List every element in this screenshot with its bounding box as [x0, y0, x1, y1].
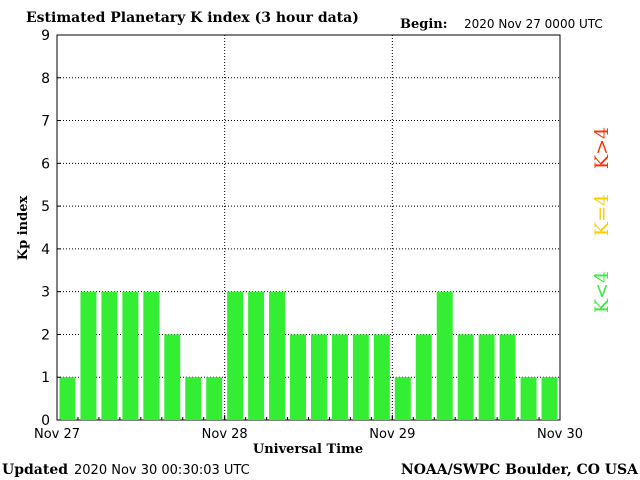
y-tick-layer: 0 1 2 3 4 5 6 7 8 9 — [41, 28, 61, 429]
updated-value: 2020 Nov 30 00:30:03 UTC — [74, 463, 250, 478]
kp-bar — [331, 334, 348, 420]
y-tick-label: 4 — [41, 242, 50, 258]
kp-bar — [164, 334, 181, 420]
y-axis-label: Kp index — [16, 196, 31, 261]
kp-bar — [206, 377, 223, 420]
updated-label: Updated — [2, 462, 68, 478]
begin-label: Begin: — [400, 17, 448, 32]
legend-item-k-gt-4: K>4 — [591, 127, 613, 169]
source-credit: NOAA/SWPC Boulder, CO USA — [401, 462, 639, 478]
y-tick-label: 1 — [41, 370, 50, 386]
bar-layer — [59, 291, 558, 420]
legend-item-k-eq-4: K=4 — [591, 194, 613, 236]
y-tick-label: 9 — [41, 28, 50, 44]
legend: K>4 K=4 K<4 — [591, 127, 613, 313]
y-tick-label: 2 — [41, 327, 50, 343]
grid-layer — [57, 35, 560, 420]
legend-item-k-lt-4: K<4 — [591, 271, 613, 313]
x-tick-layer: Nov 27 Nov 28 Nov 29 Nov 30 — [34, 415, 583, 442]
kp-bar — [499, 334, 516, 420]
kp-bar — [143, 291, 160, 420]
kp-bar — [185, 377, 202, 420]
y-tick-label: 8 — [41, 71, 50, 87]
x-tick-label: Nov 30 — [537, 427, 583, 442]
kp-bar — [457, 334, 474, 420]
y-tick-label: 5 — [41, 199, 50, 215]
kp-bar — [415, 334, 432, 420]
y-tick-label: 3 — [41, 285, 50, 301]
kp-bar — [227, 291, 244, 420]
x-tick-label: Nov 28 — [202, 427, 248, 442]
x-tick-label: Nov 29 — [369, 427, 415, 442]
x-axis-label: Universal Time — [253, 442, 363, 457]
kp-bar — [248, 291, 265, 420]
chart-title: Estimated Planetary K index (3 hour data… — [26, 10, 359, 26]
kp-bar — [311, 334, 327, 420]
y-tick-label: 7 — [41, 114, 50, 130]
kp-bar — [373, 334, 390, 420]
kp-bar — [80, 291, 97, 420]
kp-bar — [59, 377, 76, 420]
kp-bar — [436, 291, 453, 420]
kp-bar — [269, 291, 286, 420]
kp-bar — [290, 334, 306, 420]
y-tick-label: 0 — [41, 413, 50, 429]
kp-bar — [541, 377, 558, 420]
x-tick-label: Nov 27 — [34, 427, 80, 442]
plot-frame — [56, 34, 561, 421]
kp-bar — [478, 334, 495, 420]
y-tick-label: 6 — [41, 156, 50, 172]
begin-value: 2020 Nov 27 0000 UTC — [464, 17, 603, 31]
kp-bar — [520, 377, 537, 420]
kp-bar — [122, 291, 139, 420]
kp-bar — [352, 334, 369, 420]
kp-bar — [394, 377, 411, 420]
kp-bar — [101, 291, 118, 420]
